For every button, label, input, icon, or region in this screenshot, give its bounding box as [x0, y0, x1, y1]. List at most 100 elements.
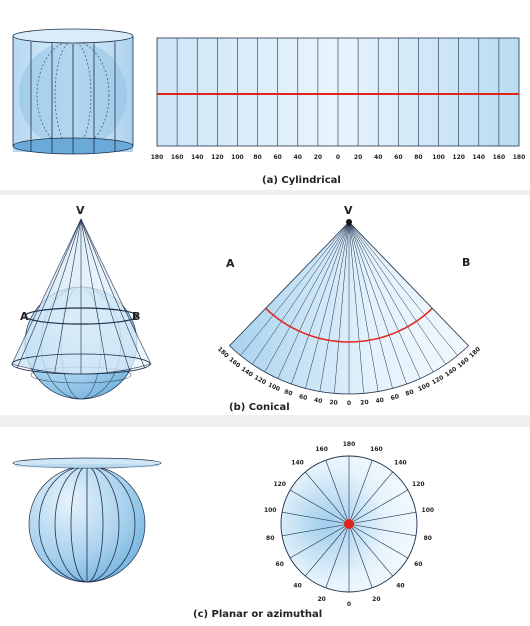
tick-label: 60 [273, 154, 281, 161]
tick-label: 140 [473, 154, 486, 161]
tick-label: 0 [347, 400, 351, 407]
cone-meridian-line [80, 218, 131, 372]
cylinder-illustration [12, 28, 134, 155]
tick-label: 120 [211, 154, 224, 161]
planar-tick-labels: 0 20 40 60 80 100 120 140 160 180 160 140 120 100 80 60… [264, 441, 434, 608]
tick-label: 160 [227, 356, 241, 369]
azimuth-line [305, 523, 350, 577]
tick-label: 20 [360, 399, 369, 407]
azimuth-line [325, 523, 350, 589]
tick-label: 60 [298, 393, 308, 402]
tick-label: 0 [336, 154, 340, 161]
tick-label: 160 [370, 446, 383, 453]
tick-label: 80 [405, 388, 415, 397]
conical-projection-fan [228, 219, 470, 395]
fan-meridian-line [348, 221, 434, 373]
azimuth-line [281, 511, 350, 525]
standard-parallel-arc [265, 307, 433, 343]
tick-label: 20 [354, 154, 362, 161]
tick-label: 0 [347, 601, 351, 608]
fan-meridian-line [319, 221, 350, 392]
tick-label: 20 [329, 399, 338, 407]
tick-label: 140 [240, 366, 254, 379]
tick-label: 60 [394, 154, 402, 161]
tick-label: 100 [231, 154, 244, 161]
tick-label: 40 [396, 582, 404, 589]
fan-apex-label: V [344, 204, 353, 217]
tick-label: 120 [431, 374, 445, 386]
tick-label: 180 [513, 154, 526, 161]
tick-label: 120 [412, 481, 425, 488]
fan-meridian-line [334, 221, 350, 394]
section-divider-bottom [0, 415, 530, 427]
azimuth-line [348, 523, 393, 577]
azimuth-line [348, 459, 373, 525]
tick-label: 160 [315, 446, 328, 453]
cone-apex-label: V [76, 204, 85, 217]
tick-label: 100 [267, 381, 281, 393]
tick-label: 80 [266, 535, 274, 542]
tick-label: 40 [294, 154, 302, 161]
azimuth-line [348, 523, 373, 589]
tick-label: 40 [374, 154, 382, 161]
tick-label: 80 [283, 388, 293, 397]
tick-label: 120 [273, 481, 286, 488]
tick-label: 180 [151, 154, 164, 161]
tick-label: 20 [314, 154, 322, 161]
tick-label: 40 [313, 397, 322, 405]
fan-meridian-line [277, 221, 350, 379]
tick-label: 20 [317, 596, 325, 603]
tick-label: 180 [343, 441, 356, 448]
azimuth-line [325, 459, 350, 525]
fan-meridian-line [252, 221, 350, 365]
fan-meridian-line [348, 221, 458, 356]
cone-meridian-line [80, 218, 146, 368]
tick-label: 180 [468, 346, 482, 360]
cone-illustration: V A B [11, 204, 152, 400]
azimuthal-projection-disk [280, 455, 418, 593]
tick-label: 100 [264, 507, 277, 514]
tick-label: 80 [253, 154, 261, 161]
fan-meridian-line [348, 221, 407, 385]
planar-illustration [12, 457, 162, 583]
tick-label: 60 [276, 561, 284, 568]
cone-point-a-label: A [20, 310, 29, 323]
fan-meridian-line [240, 221, 350, 356]
cone-meridian-line [31, 218, 82, 372]
tick-label: 40 [375, 397, 384, 405]
cone-point-b-label: B [132, 310, 140, 323]
fan-meridian-line [348, 221, 421, 379]
cone-meridian-line [54, 218, 82, 374]
tick-label: 60 [414, 561, 422, 568]
azimuth-line [348, 471, 393, 525]
tick-label: 140 [394, 460, 407, 467]
planar-caption: (c) Planar or azimuthal [193, 609, 322, 620]
azimuth-line [348, 489, 409, 525]
tick-label: 160 [493, 154, 506, 161]
tick-label: 140 [191, 154, 204, 161]
conical-caption: (b) Conical [229, 402, 290, 413]
tick-label: 120 [253, 374, 267, 386]
fan-point-b-label: B [462, 256, 470, 269]
tick-label: 60 [390, 393, 400, 402]
tick-label: 40 [293, 582, 301, 589]
azimuth-line [289, 489, 350, 525]
fan-meridian-line [348, 221, 446, 365]
tick-label: 180 [216, 346, 230, 360]
tick-label: 140 [291, 460, 304, 467]
fan-meridian-line [348, 221, 393, 389]
fan-meridian-line [348, 221, 364, 394]
tick-label: 160 [171, 154, 184, 161]
tick-label: 160 [456, 356, 470, 369]
tick-label: 100 [422, 507, 435, 514]
cone-meridian-line [80, 218, 108, 374]
cylindrical-projection-grid [156, 37, 520, 147]
azimuth-line [348, 511, 417, 525]
tick-label: 140 [444, 366, 458, 379]
azimuth-line [348, 523, 409, 559]
fan-point-a-label: A [226, 257, 235, 270]
tick-label: 80 [414, 154, 422, 161]
fan-meridian-line [291, 221, 350, 385]
fan-meridian-line [348, 221, 379, 392]
